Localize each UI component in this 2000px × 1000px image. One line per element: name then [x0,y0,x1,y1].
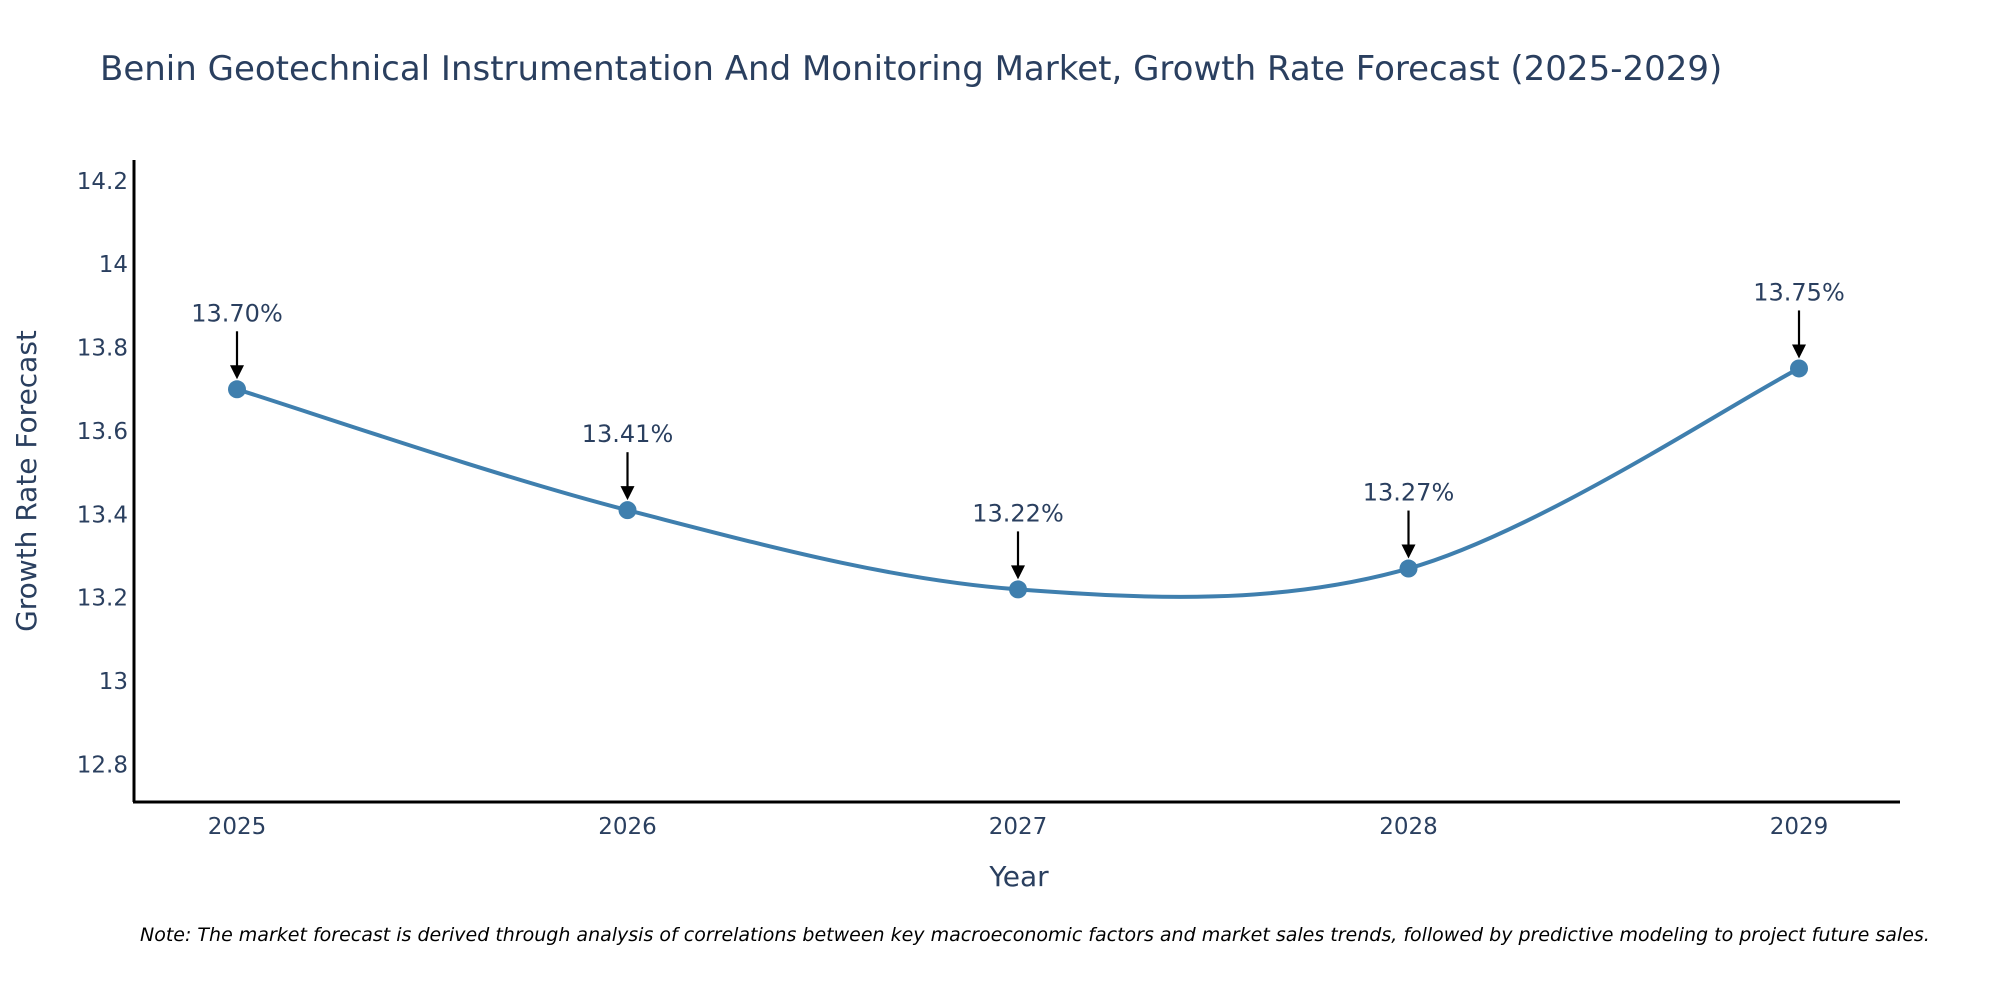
series-markers [228,359,1808,599]
data-point-2026 [618,501,637,520]
data-label: 13.41% [582,420,674,448]
y-tick-label: 13.6 [77,419,128,445]
annotation-2028: 13.27% [1363,479,1455,559]
data-label: 13.70% [191,299,283,327]
data-point-2027 [1009,580,1027,599]
y-axis-ticks: 12.8 13 13.2 13.4 13.6 13.8 14 14.2 [77,169,128,779]
annotation-2025: 13.70% [191,299,283,380]
y-tick-label: 13.8 [77,336,128,362]
x-tick-label: 2027 [989,814,1048,840]
data-point-2025 [228,380,246,399]
y-tick-label: 14 [99,252,128,278]
chart-title: Benin Geotechnical Instrumentation And M… [100,49,1722,89]
annotation-arrowhead [1401,544,1416,559]
x-axis-title: Year [988,860,1049,893]
y-tick-label: 13.2 [77,586,128,612]
data-point-2029 [1790,359,1808,378]
x-tick-label: 2025 [208,814,267,840]
y-tick-label: 13 [99,669,128,695]
annotation-2026: 13.41% [582,420,674,501]
y-tick-label: 12.8 [77,752,128,778]
footnote: Note: The market forecast is derived thr… [140,924,1930,946]
annotation-arrowhead [1011,565,1025,580]
annotation-arrowhead [620,486,635,501]
data-label: 13.27% [1363,479,1455,507]
annotation-2027: 13.22% [972,499,1064,580]
x-tick-label: 2028 [1379,814,1438,840]
y-tick-label: 14.2 [77,169,128,195]
x-tick-label: 2026 [598,814,657,840]
x-axis-ticks: 2025 2026 2027 2028 2029 [208,814,1829,840]
data-label: 13.75% [1753,278,1845,306]
annotation-2029: 13.75% [1753,278,1845,359]
data-label: 13.22% [972,499,1064,527]
y-tick-label: 13.4 [77,502,128,528]
annotation-arrowhead [1792,344,1806,359]
data-label-annotations: 13.70% 13.41% 13.22% 13.27% 13.75% [191,278,1845,580]
y-axis-title: Growth Rate Forecast [10,330,43,632]
x-tick-label: 2029 [1770,814,1829,840]
annotation-arrowhead [230,365,244,380]
data-point-2028 [1399,559,1418,578]
